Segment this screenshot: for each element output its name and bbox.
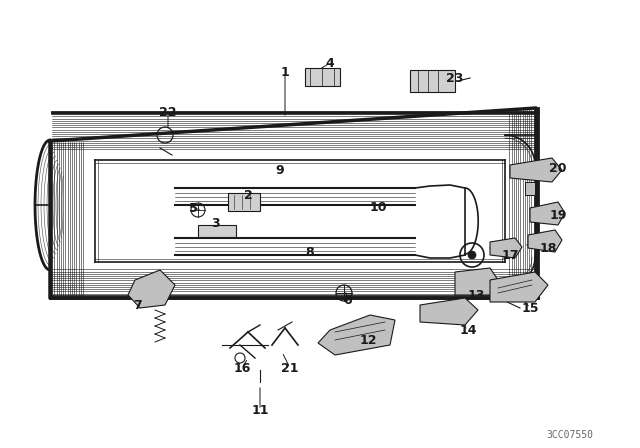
Text: 20: 20 <box>549 161 567 175</box>
Polygon shape <box>510 158 562 182</box>
Polygon shape <box>528 230 562 252</box>
Text: 6: 6 <box>344 293 352 306</box>
Text: 16: 16 <box>234 362 251 375</box>
Text: 23: 23 <box>446 72 464 85</box>
Text: 7: 7 <box>134 298 142 311</box>
Text: 22: 22 <box>159 105 177 119</box>
Text: 17: 17 <box>501 249 519 262</box>
Text: 13: 13 <box>467 289 484 302</box>
Text: 11: 11 <box>252 404 269 417</box>
Text: 19: 19 <box>549 208 566 221</box>
Text: 12: 12 <box>359 333 377 346</box>
Text: 14: 14 <box>460 323 477 336</box>
Text: 18: 18 <box>540 241 557 254</box>
Text: 2: 2 <box>244 189 252 202</box>
Bar <box>228 193 260 211</box>
Polygon shape <box>525 182 535 195</box>
Text: 15: 15 <box>521 302 539 314</box>
Bar <box>305 68 340 86</box>
Text: 5: 5 <box>189 202 197 215</box>
Text: 10: 10 <box>369 201 387 214</box>
Circle shape <box>468 251 476 259</box>
Polygon shape <box>530 202 565 225</box>
Polygon shape <box>420 298 478 325</box>
Polygon shape <box>318 315 395 355</box>
Text: 3: 3 <box>211 216 220 229</box>
Text: 21: 21 <box>281 362 299 375</box>
Polygon shape <box>90 155 502 264</box>
Polygon shape <box>490 238 522 258</box>
Text: 4: 4 <box>326 56 334 69</box>
Text: 3CC07550: 3CC07550 <box>547 430 593 440</box>
Text: 8: 8 <box>306 246 314 258</box>
Text: 1: 1 <box>280 65 289 78</box>
Bar <box>410 70 455 92</box>
Polygon shape <box>128 270 175 308</box>
Bar <box>198 225 236 237</box>
Polygon shape <box>490 272 548 302</box>
Polygon shape <box>455 268 498 295</box>
Text: 9: 9 <box>276 164 284 177</box>
